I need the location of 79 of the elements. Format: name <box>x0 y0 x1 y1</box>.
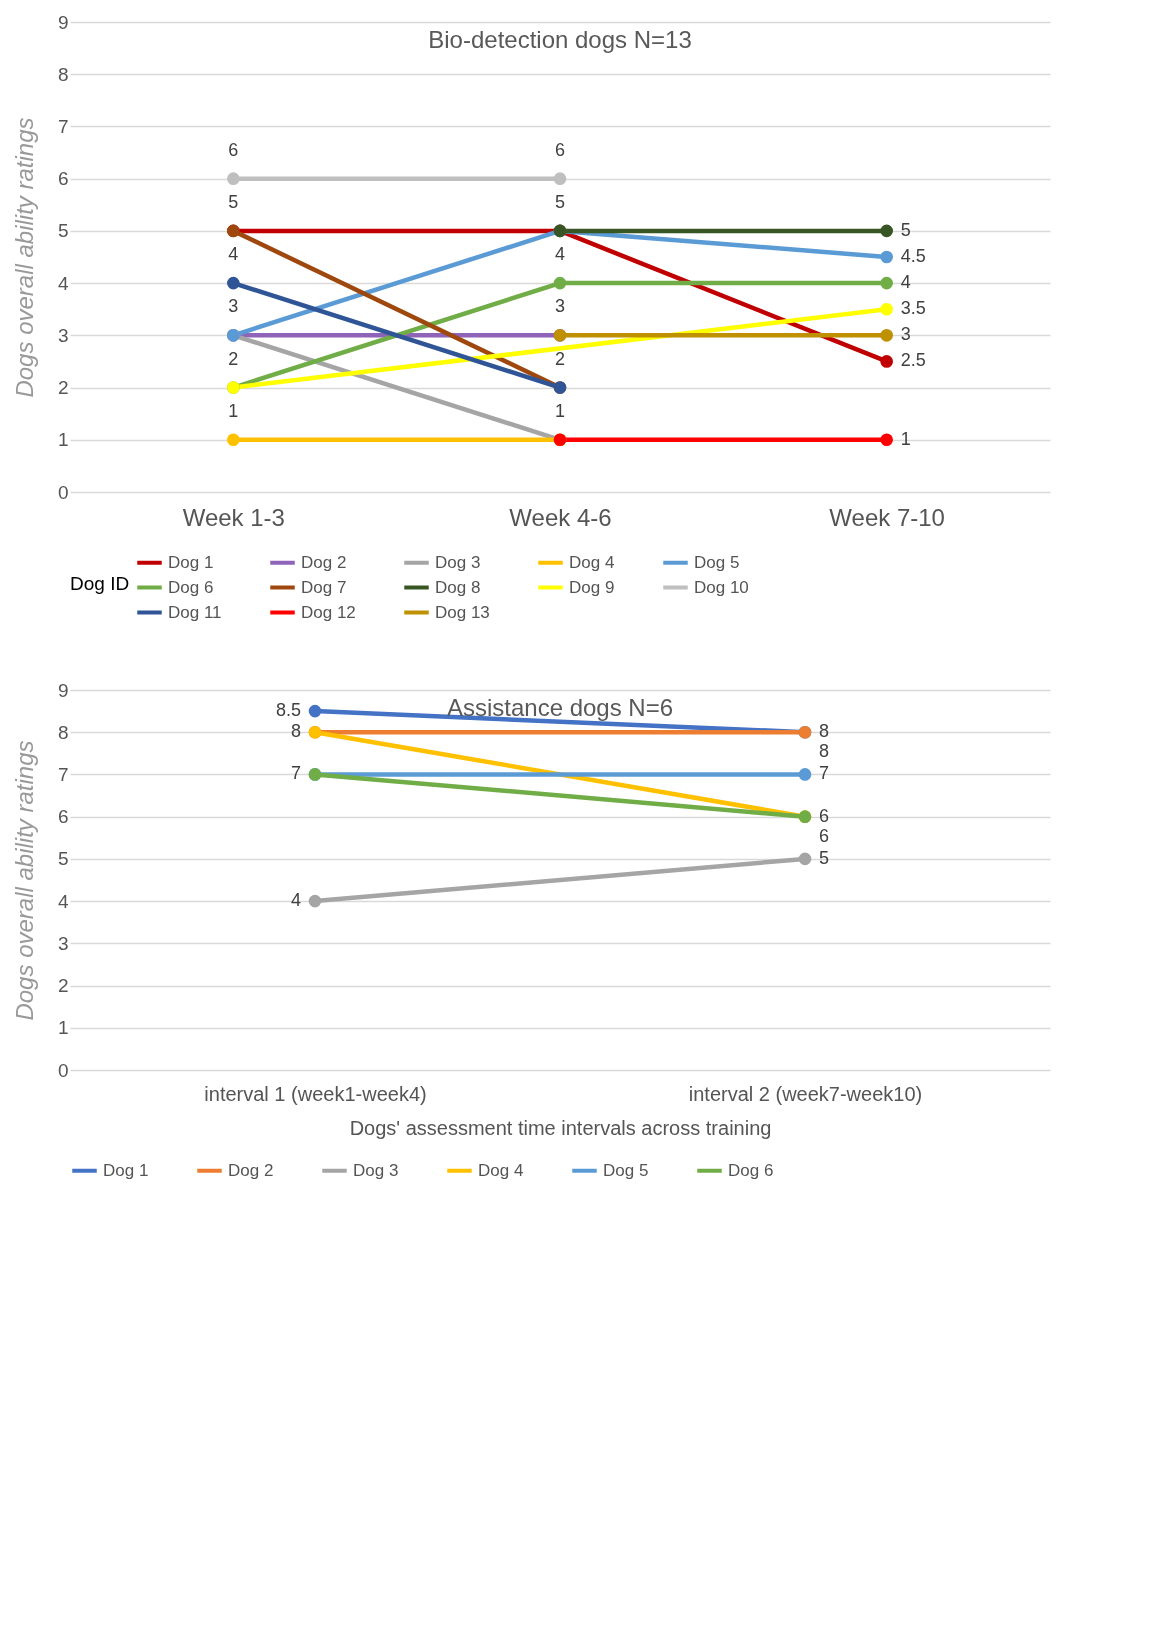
legend-label: Dog 2 <box>228 1160 274 1180</box>
data-label: 3.5 <box>900 298 926 319</box>
y-tick-label: 5 <box>57 220 69 242</box>
data-label: 4 <box>228 244 239 265</box>
data-label: 4 <box>554 244 566 265</box>
data-label: 6 <box>228 139 239 160</box>
legend-label: Dog 6 <box>168 577 214 597</box>
y-tick-label: 7 <box>57 115 69 137</box>
legend-label: Dog 5 <box>694 552 740 572</box>
y-tick-label: 9 <box>57 11 69 33</box>
legend-label: Dog 5 <box>603 1160 649 1180</box>
data-label: 2.5 <box>900 350 926 371</box>
legend-label: Dog 3 <box>353 1160 399 1180</box>
legend-label: Dog 2 <box>301 552 347 572</box>
data-label: 7 <box>290 763 301 784</box>
legend-label: Dog 9 <box>569 577 615 597</box>
legend-label: Dog 1 <box>168 552 214 572</box>
data-label: 5 <box>228 191 239 212</box>
y-tick-label: 0 <box>57 481 69 503</box>
legend-label: Dog 11 <box>168 602 222 622</box>
chart-title: Bio-detection dogs N=13 <box>428 26 692 53</box>
data-label: 1 <box>228 400 239 421</box>
data-label: 4 <box>900 272 911 293</box>
x-tick-label: interval 2 (week7-week10) <box>688 1082 923 1105</box>
data-label: 6 <box>819 805 830 826</box>
data-label: 5 <box>819 847 830 868</box>
y-tick-label: 7 <box>57 763 69 785</box>
y-tick-label: 5 <box>57 848 69 870</box>
x-tick-label: Week 7-10 <box>829 503 945 531</box>
x-tick-label: Week 1-3 <box>182 503 285 531</box>
legend-label: Dog 3 <box>435 552 481 572</box>
y-tick-label: 6 <box>57 168 69 190</box>
legend-label: Dog 1 <box>103 1160 149 1180</box>
y-tick-label: 2 <box>57 975 69 997</box>
y-tick-label: 1 <box>57 429 69 451</box>
y-tick-label: 0 <box>57 1059 69 1081</box>
data-label: 3 <box>554 296 566 317</box>
legend-label: Dog 13 <box>435 602 490 622</box>
legend-label: Dog 8 <box>435 577 481 597</box>
x-tick-label: Week 4-6 <box>509 503 612 531</box>
data-label: 4 <box>290 890 301 911</box>
data-label: 2 <box>554 348 566 369</box>
legend-label: Dog 4 <box>569 552 615 572</box>
data-label: 1 <box>554 400 566 421</box>
y-tick-label: 9 <box>57 679 69 701</box>
legend-title: Dog ID <box>70 573 130 594</box>
y-axis-title: Dogs overall ability ratings <box>10 117 38 398</box>
y-tick-label: 1 <box>57 1017 69 1039</box>
legend-label: Dog 12 <box>301 602 356 622</box>
legend-label: Dog 4 <box>478 1160 524 1180</box>
data-label: 3 <box>900 324 911 345</box>
data-label: 6 <box>819 825 830 846</box>
data-label: 2 <box>228 348 239 369</box>
y-axis-title: Dogs overall ability ratings <box>10 740 38 1021</box>
data-label: 5 <box>900 219 911 240</box>
data-label: 4.5 <box>900 246 926 266</box>
data-label: 8.5 <box>275 700 301 721</box>
data-label: 8 <box>819 741 830 762</box>
chart-title: Assistance dogs N=6 <box>446 694 674 721</box>
data-label: 8 <box>819 721 830 742</box>
data-label: 7 <box>819 763 830 784</box>
x-axis-title: Dogs' assessment time intervals across training <box>349 1116 772 1139</box>
legend-label: Dog 6 <box>728 1160 774 1180</box>
y-tick-label: 2 <box>57 377 69 399</box>
data-label: 8 <box>290 721 301 742</box>
y-tick-label: 8 <box>57 63 69 85</box>
x-tick-label: interval 1 (week1-week4) <box>204 1082 427 1105</box>
data-label: 5 <box>554 191 566 212</box>
legend-label: Dog 7 <box>301 577 347 597</box>
legend-label: Dog 10 <box>694 577 749 597</box>
y-tick-label: 6 <box>57 806 69 828</box>
y-tick-label: 4 <box>57 890 69 912</box>
y-tick-label: 4 <box>57 272 69 294</box>
data-label: 1 <box>900 428 911 449</box>
y-tick-label: 8 <box>57 721 69 743</box>
data-label: 6 <box>554 139 566 160</box>
data-label: 3 <box>228 296 239 317</box>
y-tick-label: 3 <box>57 932 69 954</box>
y-tick-label: 3 <box>57 324 69 346</box>
